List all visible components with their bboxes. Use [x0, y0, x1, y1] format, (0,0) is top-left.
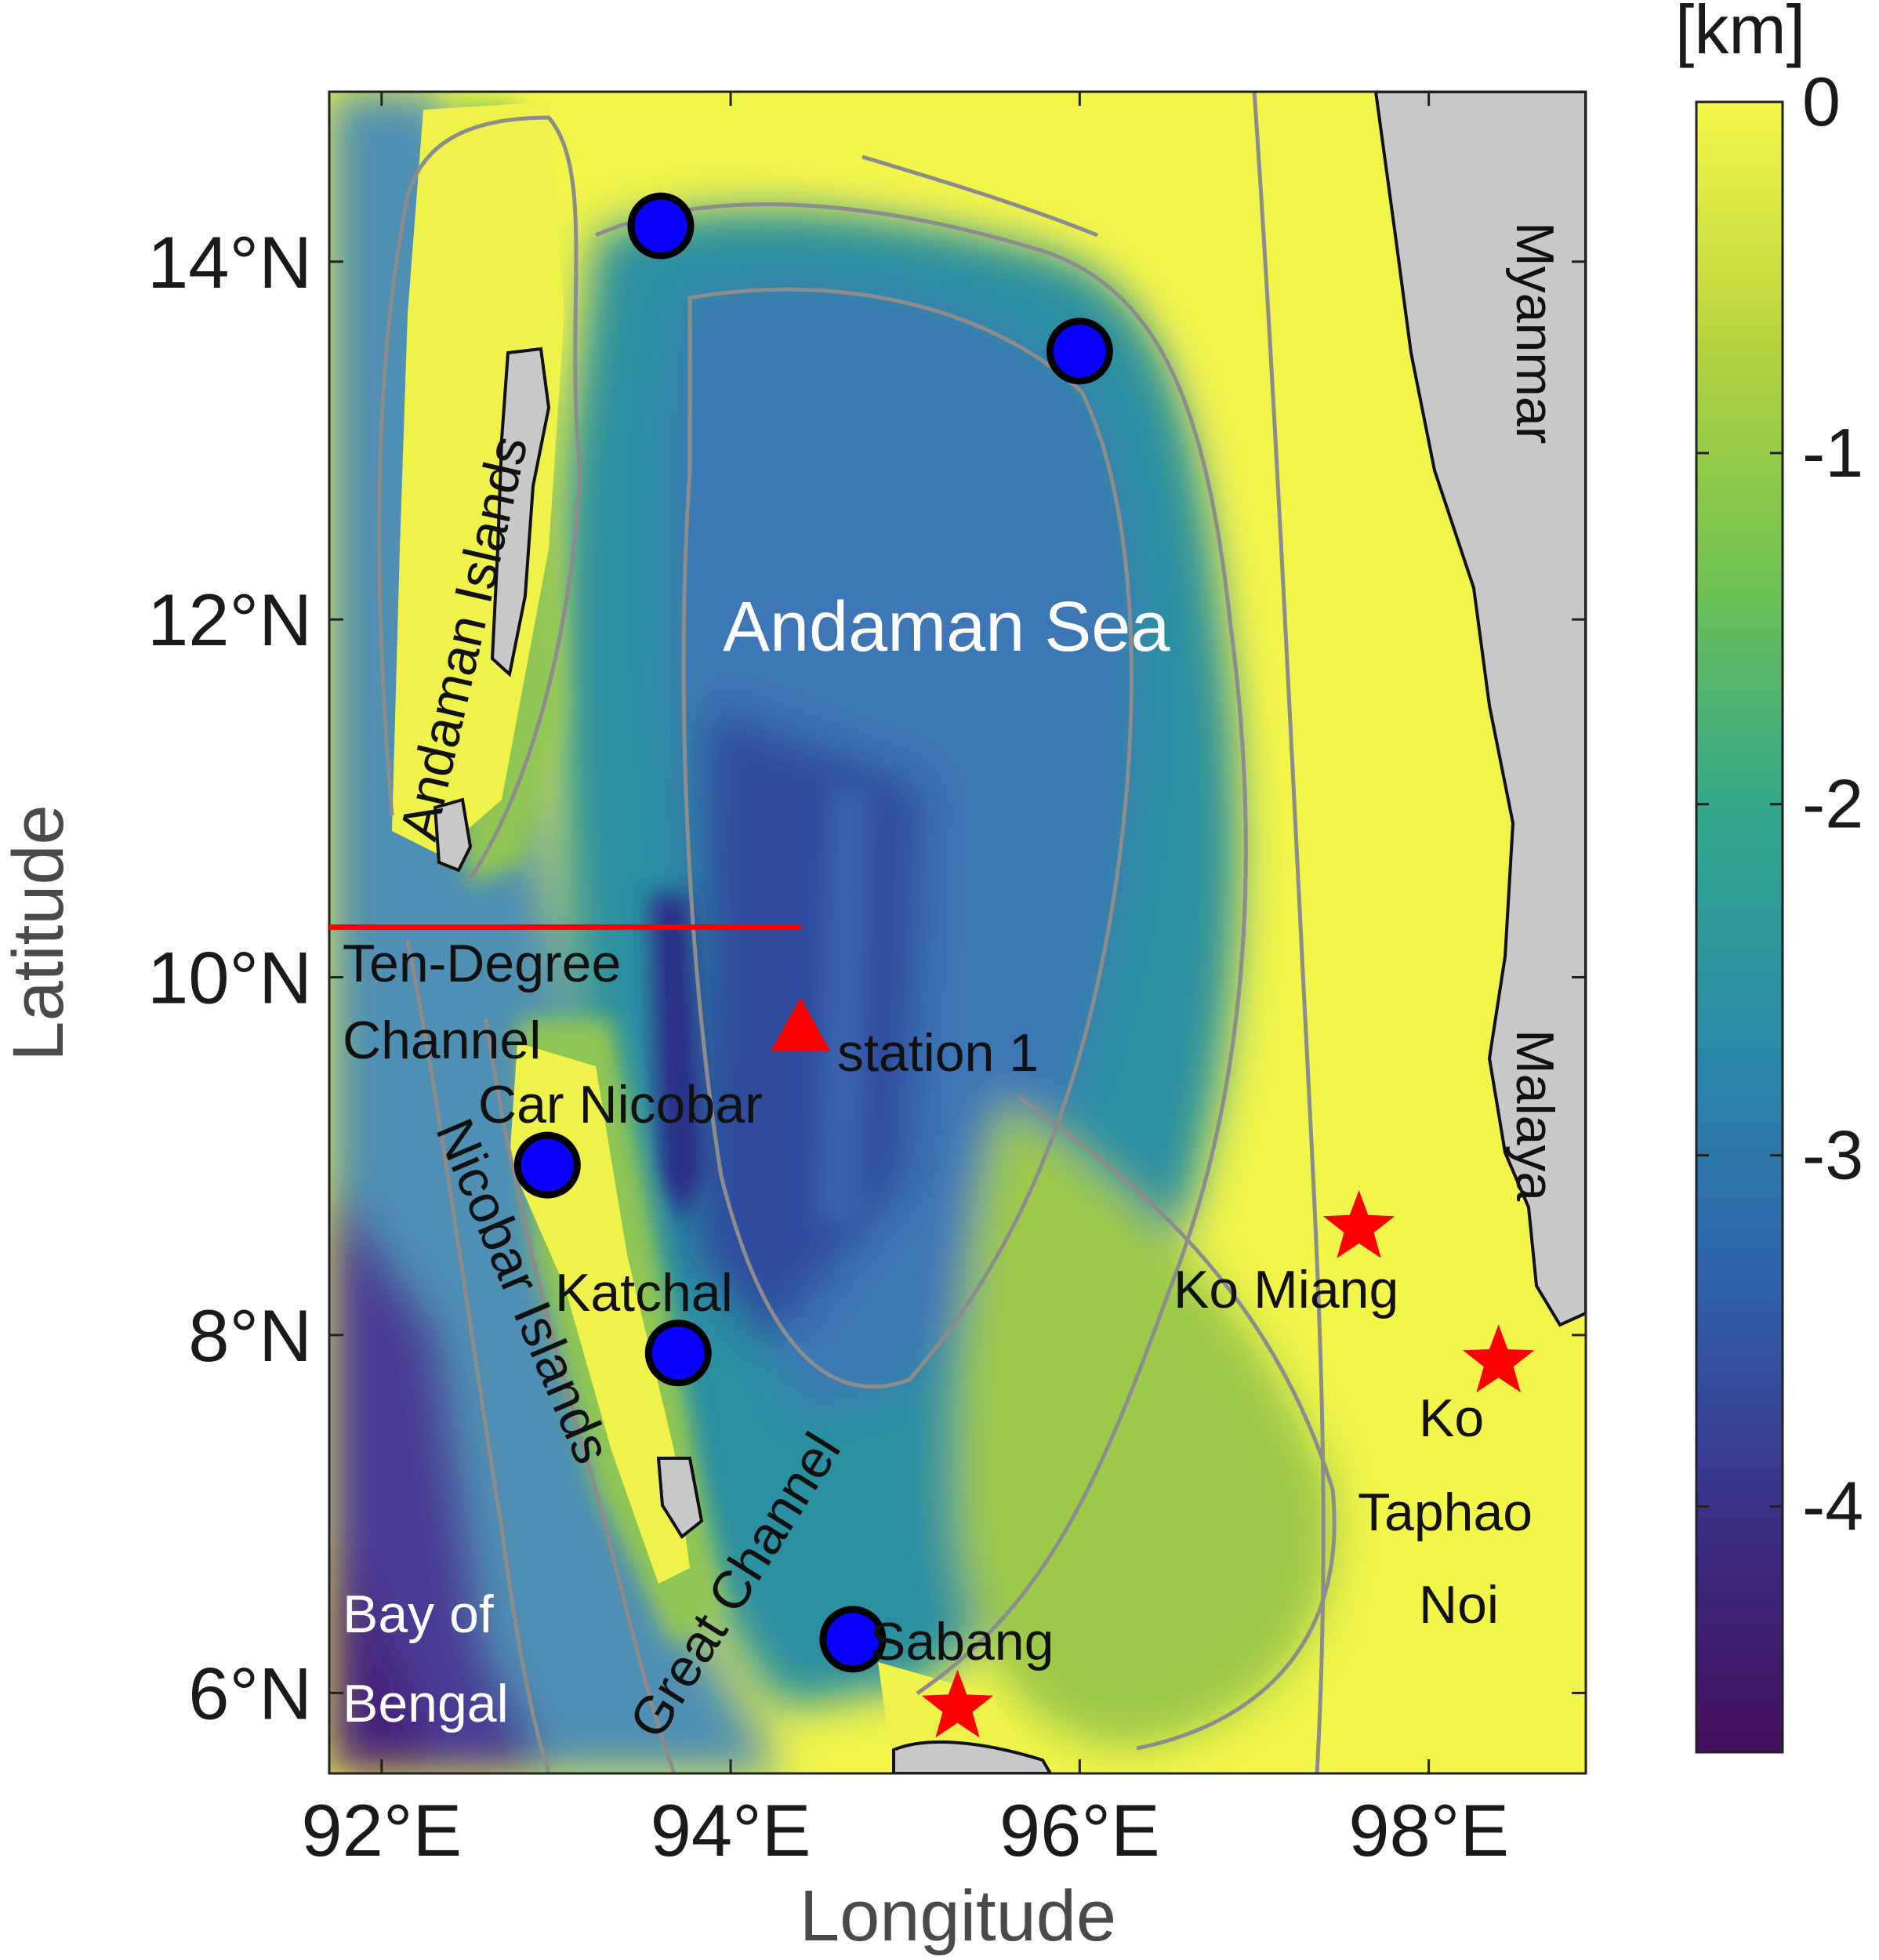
sabang-label: Sabang [870, 1612, 1054, 1671]
x-tick-label: 98°E [1348, 1789, 1509, 1871]
station-triangle-marker [771, 997, 831, 1051]
star-location-marker [1322, 1190, 1395, 1258]
bathymetry-layer [329, 92, 1586, 1773]
colorbar-ticks: 0 -1 -2 -3 -4 [1696, 63, 1863, 1544]
tide-gauge-marker [644, 1319, 712, 1387]
y-axis-title: Latitude [0, 804, 78, 1061]
myanmar-label: Myanmar [1505, 222, 1565, 444]
y-tick-label: 14°N [147, 221, 312, 303]
colorbar-tick-label: -4 [1802, 1467, 1863, 1544]
ten-degree-label-line1: Ten-Degree [343, 934, 621, 993]
land-masses [433, 92, 1586, 1773]
y-tick-label: 12°N [147, 579, 312, 661]
star-location-marker [921, 1669, 994, 1738]
tide-gauge-marker [627, 192, 695, 260]
colorbar-gradient [1695, 100, 1784, 1754]
malaya-label: Malaya [1505, 1029, 1565, 1201]
katchal-label: Katchal [555, 1263, 733, 1323]
colorbar-tick-label: -3 [1802, 1116, 1863, 1194]
plot-frame [328, 90, 1587, 1775]
star-location-marker [1463, 1324, 1535, 1392]
colorbar-unit: [km] [1675, 0, 1805, 68]
y-tick-label: 8°N [188, 1294, 312, 1377]
mainland-myanmar-malaya [1373, 92, 1586, 1327]
axis-ticks: 92°E 94°E 96°E 98°E 6°N 8°N 10°N 12°N 14°N [147, 92, 1586, 1871]
tide-gauge-marker [819, 1606, 887, 1673]
marker-layer [329, 192, 1535, 1738]
map-labels: Andaman Sea Andaman Islands Nicobar Isla… [343, 222, 1565, 1748]
ko-taphao-label-line2: Taphao [1358, 1483, 1533, 1542]
colorbar-tick-label: -2 [1802, 765, 1863, 843]
x-axis-title: Longitude [800, 1876, 1116, 1956]
andaman-island-north [490, 347, 551, 677]
depth-colorbar: [km] 0 -1 -2 -3 -4 [1675, 0, 1863, 1754]
y-tick-label: 6°N [188, 1652, 312, 1734]
station-1-label: station 1 [837, 1023, 1039, 1083]
x-tick-label: 96°E [999, 1789, 1160, 1871]
sumatra-tip [892, 1740, 1053, 1773]
bay-of-bengal-label-line1: Bay of [343, 1584, 494, 1644]
x-tick-label: 92°E [301, 1789, 462, 1871]
tide-gauge-marker [1046, 318, 1113, 385]
colorbar-tick-label: 0 [1802, 63, 1841, 140]
bay-of-bengal-label-line2: Bengal [343, 1674, 509, 1733]
colorbar-tick-label: -1 [1802, 414, 1863, 492]
tide-gauge-marker [513, 1131, 581, 1199]
y-tick-label: 10°N [147, 937, 312, 1019]
ten-degree-label-line2: Channel [343, 1011, 541, 1070]
ko-taphao-label-line3: Noi [1419, 1575, 1499, 1635]
ko-miang-label: Ko Miang [1173, 1260, 1398, 1319]
great-nicobar-island [656, 1457, 704, 1539]
x-tick-label: 94°E [651, 1789, 811, 1871]
little-andaman-island [433, 797, 473, 873]
andaman-sea-label: Andaman Sea [723, 588, 1170, 666]
ko-taphao-label-line1: Ko [1419, 1388, 1484, 1448]
car-nicobar-label: Car Nicobar [478, 1075, 763, 1134]
